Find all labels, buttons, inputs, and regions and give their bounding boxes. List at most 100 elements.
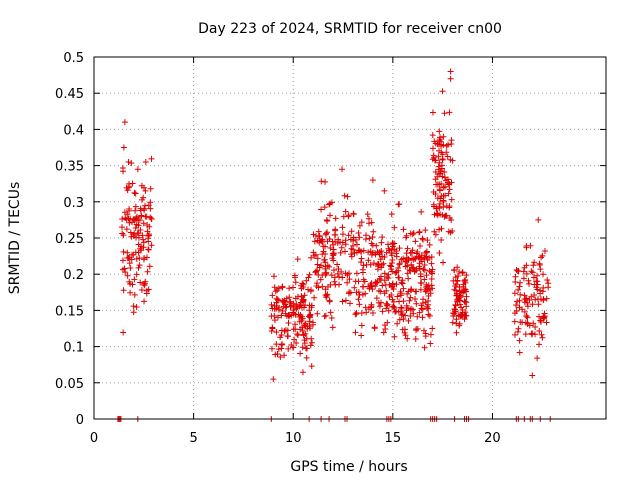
y-tick-label: 0.05 [55,377,84,392]
data-point [532,296,539,303]
data-point [326,263,333,270]
data-point [135,249,142,256]
data-point [369,234,376,241]
data-point [278,312,285,319]
data-point [356,222,363,229]
data-point [371,324,378,331]
data-point [517,319,524,326]
data-point [145,202,152,209]
data-point [461,316,468,323]
data-point [538,319,545,326]
data-point [438,180,445,187]
data-point [539,334,546,341]
data-point [142,213,149,220]
data-point [403,254,410,261]
data-point [391,240,398,247]
data-point [319,236,326,243]
data-point [435,163,442,170]
data-point [408,286,415,293]
data-point [406,297,413,304]
data-point [444,179,451,186]
data-point [432,231,439,238]
data-point [416,260,423,267]
data-point [512,273,519,280]
data-point [373,295,380,302]
data-point [522,296,529,303]
data-point [289,344,296,351]
data-point [373,280,380,287]
data-point [535,216,542,223]
data-point [339,224,346,231]
data-point [538,331,545,338]
data-point [303,277,310,284]
data-point [355,229,362,236]
data-point [138,196,145,203]
data-point [369,177,376,184]
data-point [401,329,408,336]
data-point [138,286,145,293]
data-point [416,253,423,260]
data-point [118,224,125,231]
data-point [314,261,321,268]
data-point [427,340,434,347]
data-point [365,306,372,313]
data-point [453,292,460,299]
data-point [269,325,276,332]
data-point [445,141,452,148]
data-point [292,311,299,318]
data-point [327,309,334,316]
data-point [308,339,315,346]
data-point [324,217,331,224]
data-point [437,170,444,177]
data-point [127,264,134,271]
data-point [385,275,392,282]
data-point [361,278,368,285]
data-point [404,270,411,277]
data-point [458,304,465,311]
data-point [460,289,467,296]
data-point [538,254,545,261]
data-point [378,239,385,246]
data-point [140,236,147,243]
data-point [358,255,365,262]
data-point [534,355,541,362]
data-point [379,308,386,315]
data-point [437,138,444,145]
data-point [289,284,296,291]
data-point [335,236,342,243]
data-point [281,328,288,335]
data-point [462,279,469,286]
data-point [417,286,424,293]
data-point [399,326,406,333]
data-point [359,266,366,273]
data-point [436,226,443,233]
data-point [436,159,443,166]
data-point [447,68,454,75]
data-point [412,296,419,303]
axis-ticks: 0 0.05 0.1 0.15 0.2 0.25 0.3 0.35 0.4 0.45 0.5 0 5 10… [55,51,606,446]
data-point [429,266,436,273]
grid [94,57,606,419]
data-point [273,341,280,348]
data-point [353,289,360,296]
data-point [523,244,530,251]
data-point [456,320,463,327]
data-point [432,176,439,183]
data-point [382,281,389,288]
data-point [522,331,529,338]
data-point [312,269,319,276]
data-point [381,270,388,277]
data-point [137,245,144,252]
data-point [132,190,139,197]
data-point [129,180,136,187]
data-point [541,313,548,320]
data-point [535,296,542,303]
data-point [120,248,127,255]
data-point [303,345,310,352]
data-point [292,326,299,333]
data-point [311,294,318,301]
data-point [394,293,401,300]
x-tick-label: 5 [189,431,197,446]
data-point [452,274,459,281]
data-point [353,241,360,248]
